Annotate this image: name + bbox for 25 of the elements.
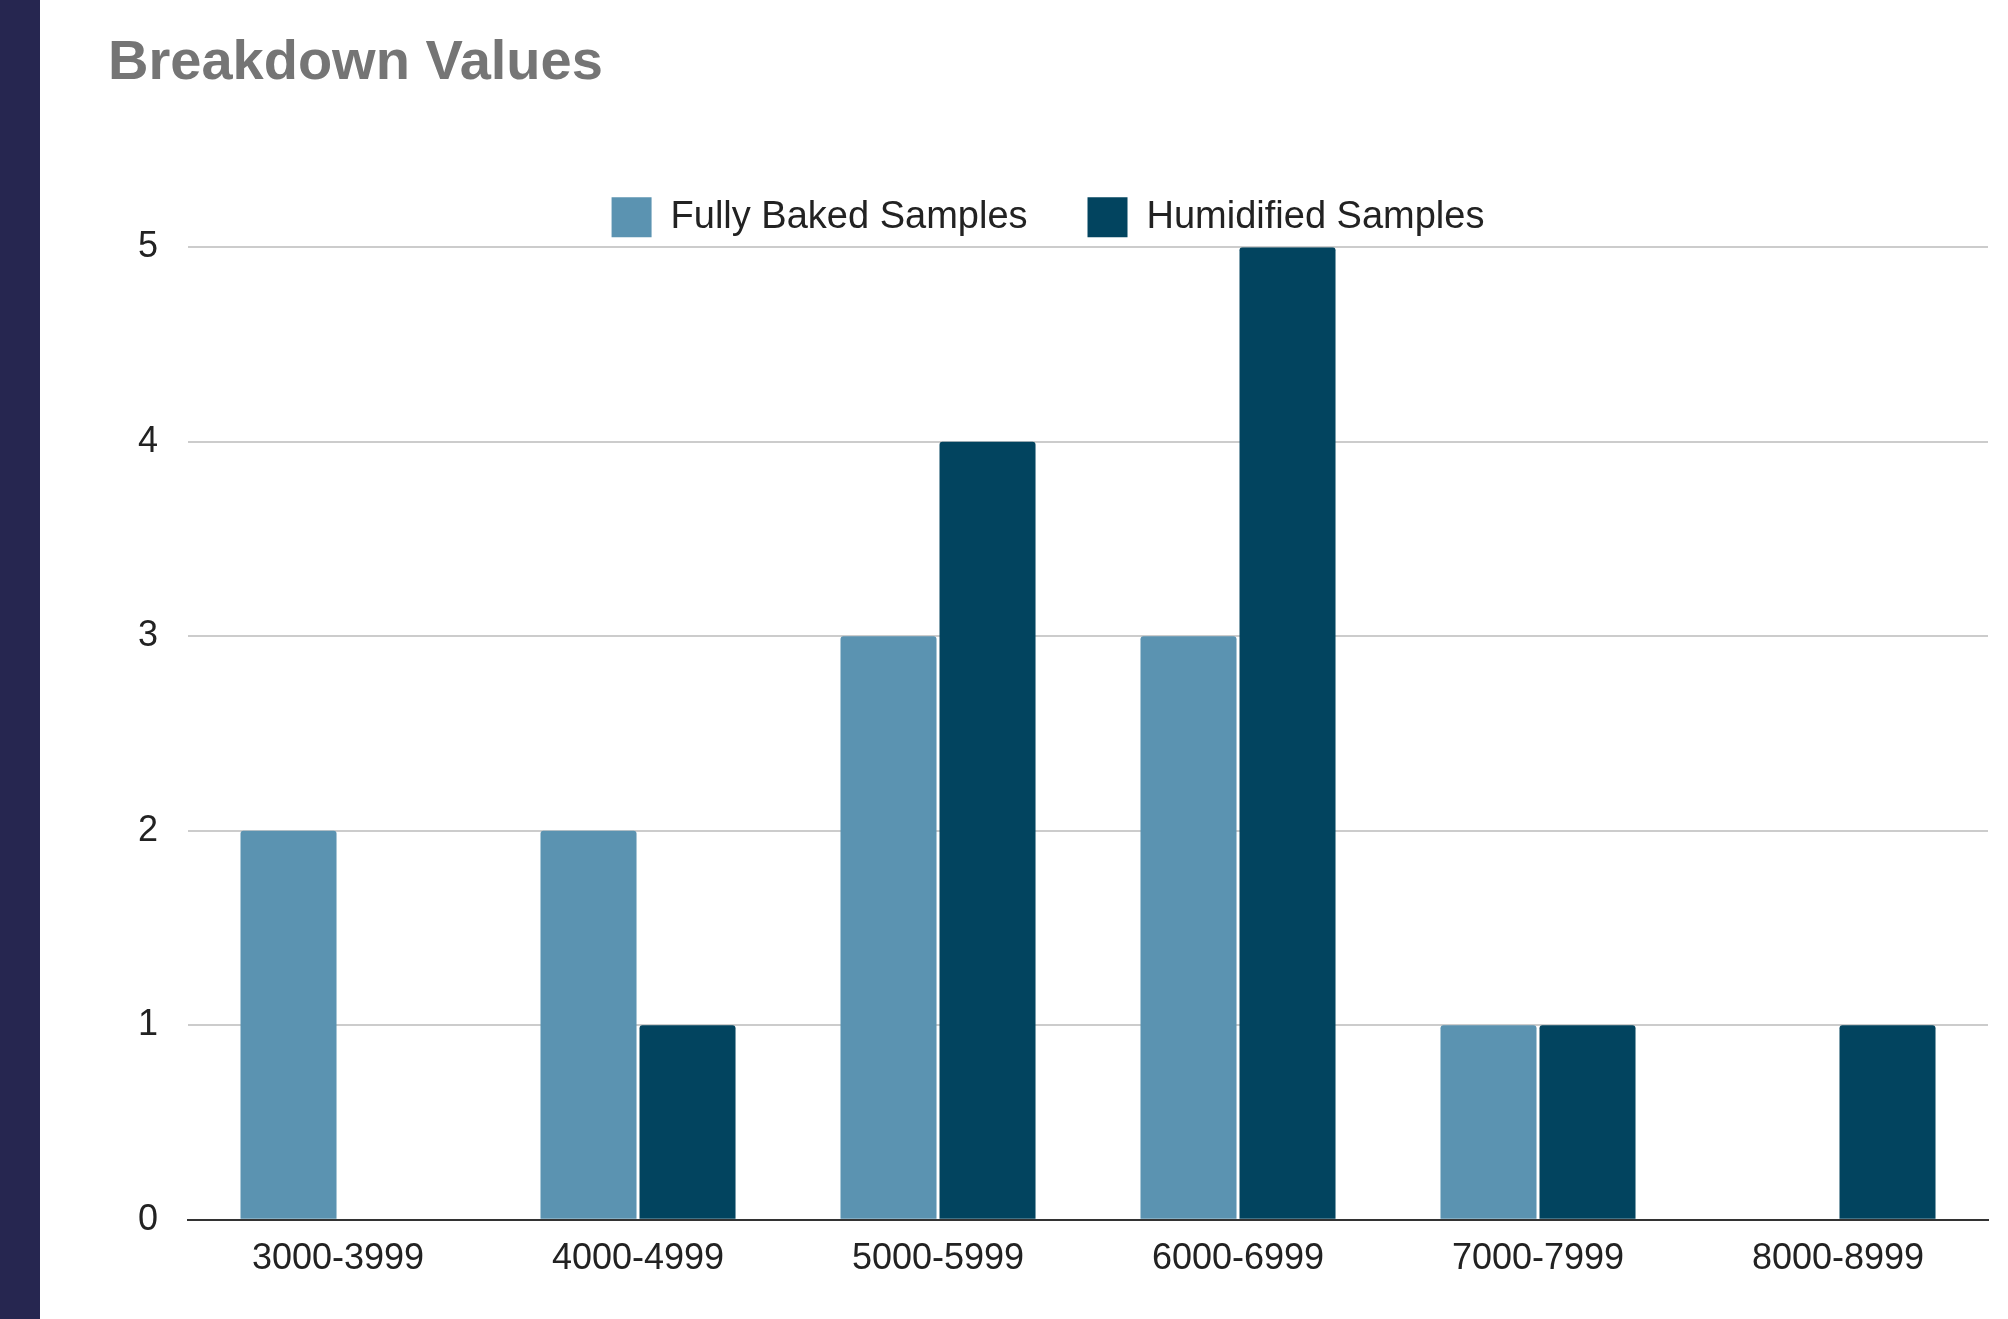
y-tick-label: 0	[137, 1196, 159, 1238]
x-tick-label: 3000-3999	[251, 1236, 425, 1278]
bar	[240, 830, 337, 1219]
legend-label: Humidified Samples	[1146, 193, 1485, 236]
chart-title: Breakdown Values	[108, 28, 603, 92]
y-tick-label: 4	[137, 418, 159, 460]
bar	[1140, 636, 1237, 1219]
x-tick-label: 6000-6999	[1151, 1236, 1325, 1278]
bar	[1440, 1025, 1537, 1219]
bar	[1839, 1025, 1936, 1219]
y-tick-label: 3	[137, 613, 159, 655]
x-tick-label: 5000-5999	[851, 1236, 1025, 1278]
bar	[639, 1025, 736, 1219]
x-tick-label: 7000-7999	[1451, 1236, 1625, 1278]
bar	[1539, 1025, 1636, 1219]
bar	[840, 636, 937, 1219]
x-tick-label: 8000-8999	[1751, 1236, 1925, 1278]
y-tick-label: 2	[137, 807, 159, 849]
bar	[939, 441, 1036, 1219]
bar	[540, 830, 637, 1219]
legend-label: Fully Baked Samples	[670, 193, 1028, 236]
bar	[1239, 247, 1336, 1219]
y-tick-label: 5	[137, 224, 159, 266]
y-tick-label: 1	[137, 1002, 159, 1044]
x-tick-label: 4000-4999	[551, 1236, 725, 1278]
